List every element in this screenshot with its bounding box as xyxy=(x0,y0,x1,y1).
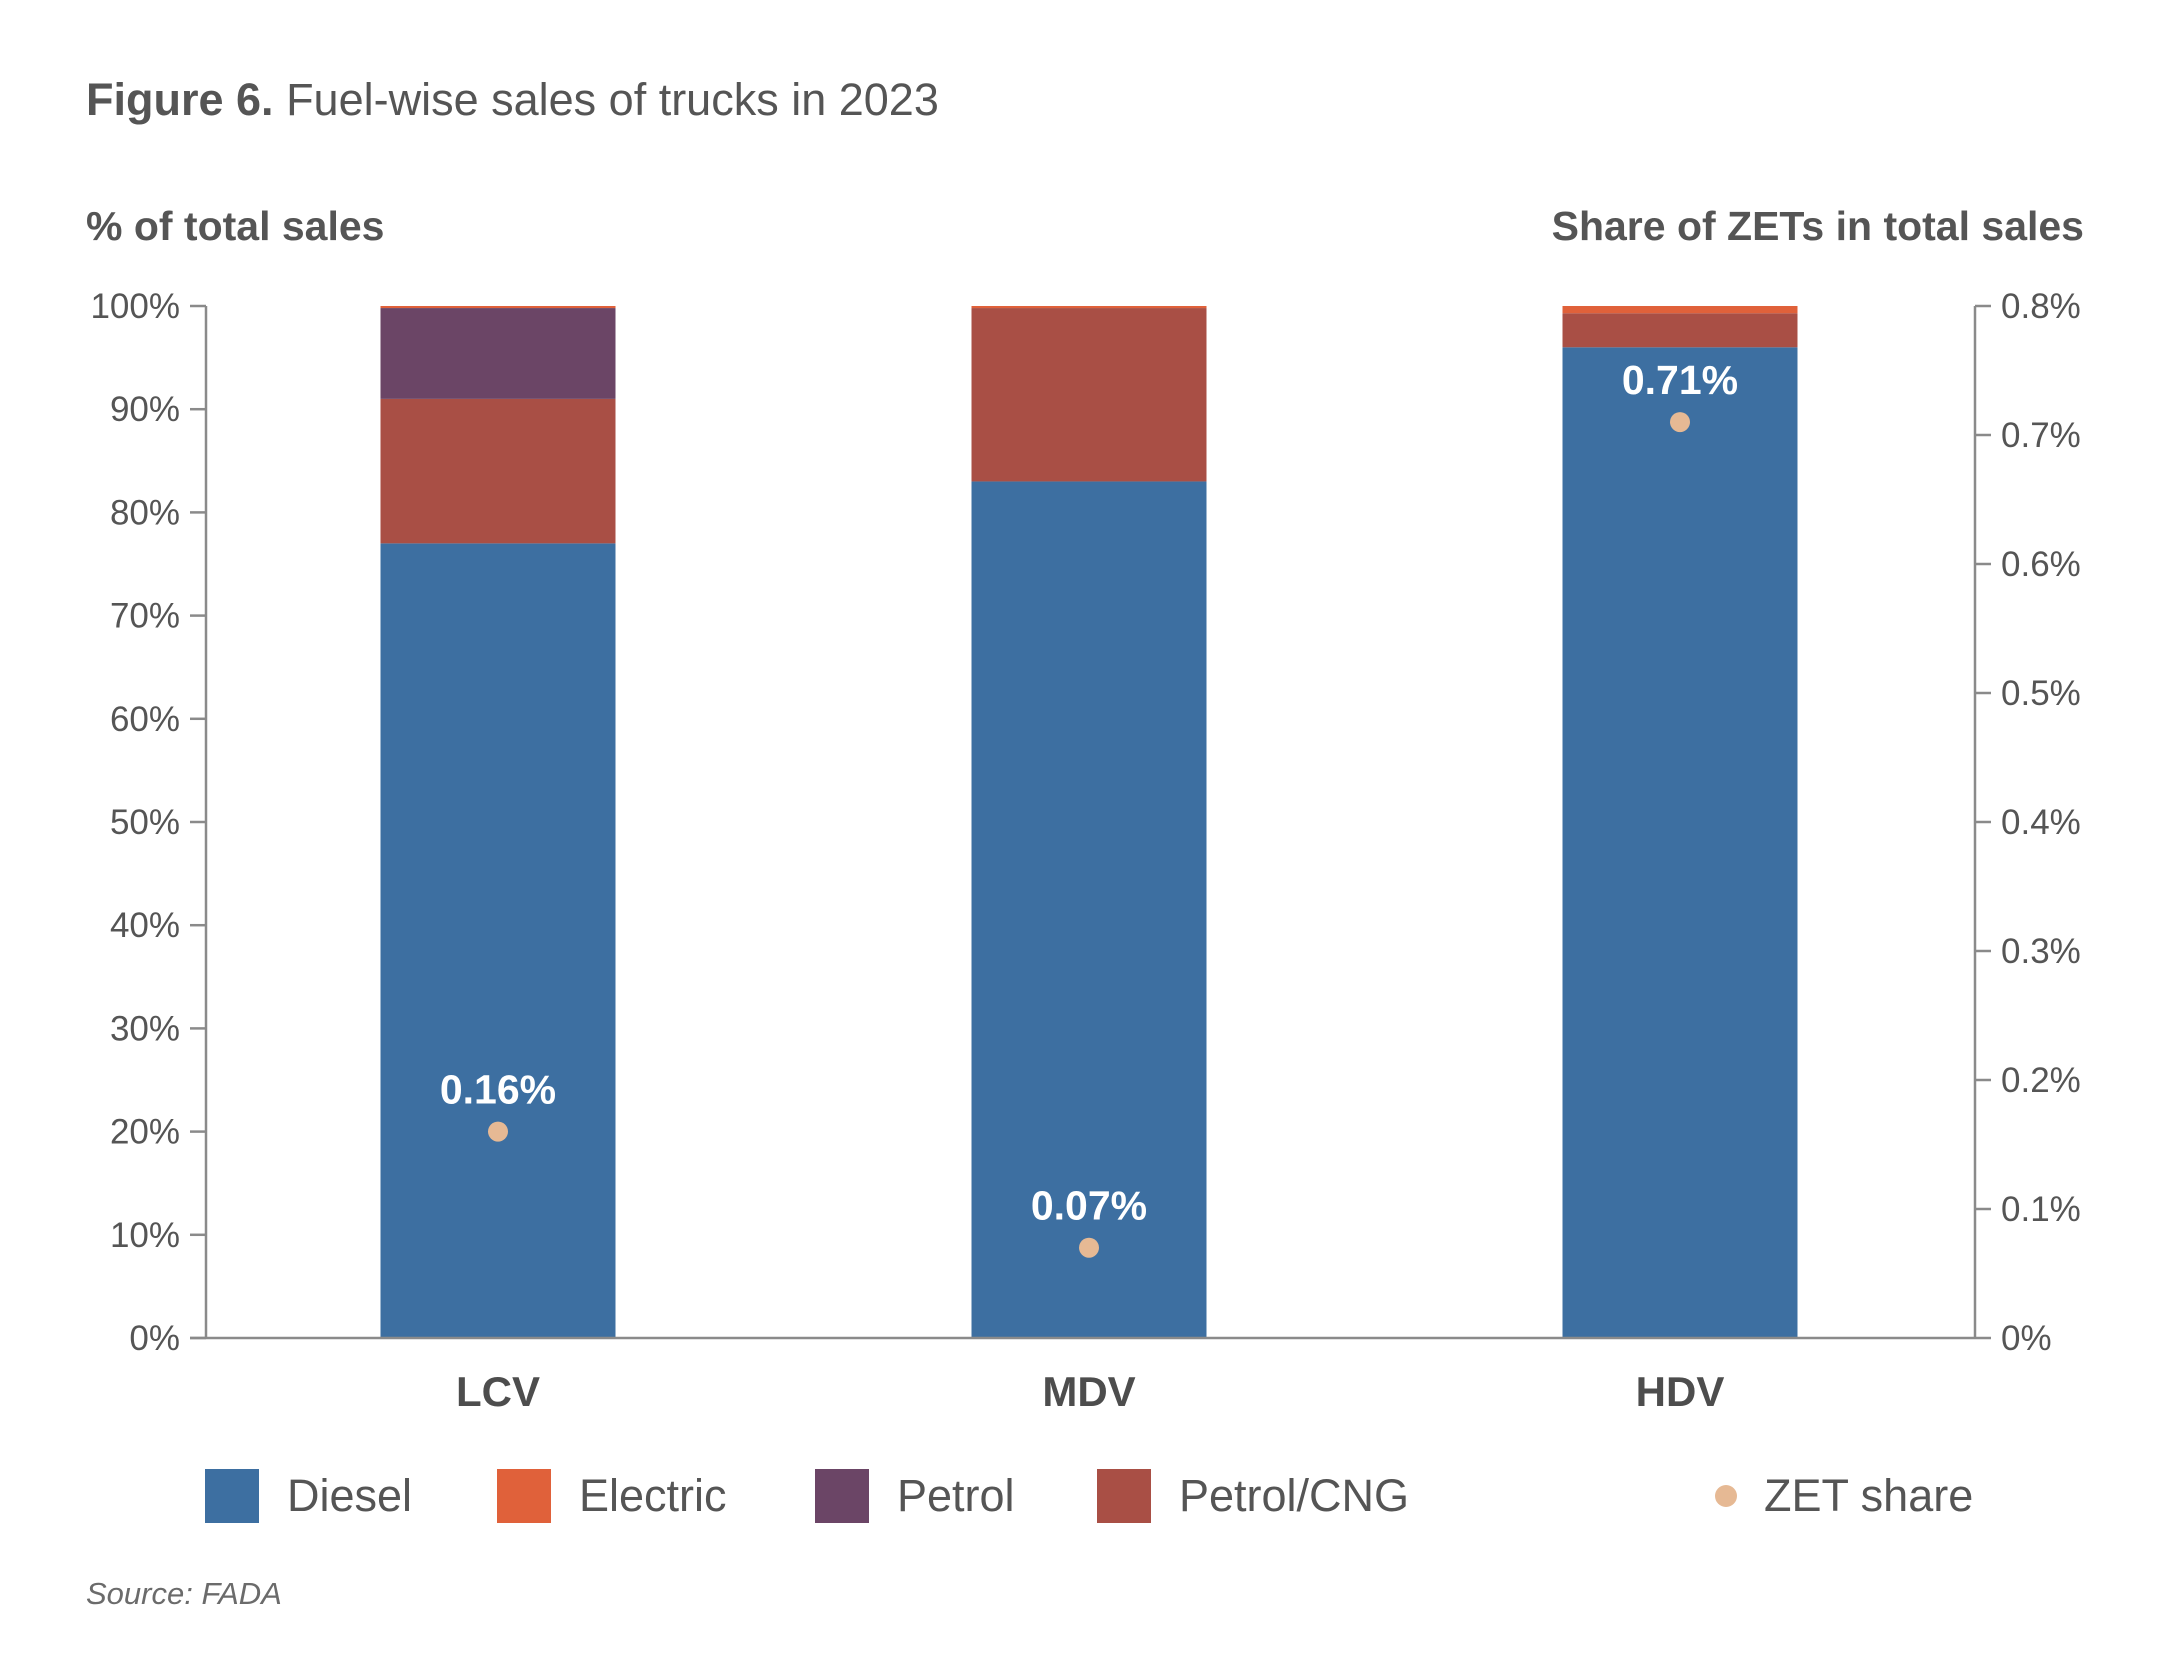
secondary-y-tick-label: 0.3% xyxy=(2001,932,2081,971)
x-tick-label: HDV xyxy=(1636,1368,1725,1415)
y-axis: 0% 10% 20% 30% 40% 50% 60% 70% 80% 90% 100% xyxy=(90,287,208,1358)
zet-share-data-label: 0.07% xyxy=(1031,1183,1147,1229)
legend-swatch-petrol-cng xyxy=(1097,1469,1151,1523)
zet-share-data-label: 0.16% xyxy=(440,1067,556,1113)
legend-label-petrol-cng: Petrol/CNG xyxy=(1179,1470,1409,1521)
y-tick-label: 80% xyxy=(110,493,180,532)
secondary-y-tick-label: 0.2% xyxy=(2001,1061,2081,1100)
y-tick-label: 70% xyxy=(110,597,180,636)
zet-share-point xyxy=(488,1121,508,1142)
secondary-y-tick-label: 0.7% xyxy=(2001,416,2081,455)
legend-swatch-petrol xyxy=(815,1469,869,1523)
legend-swatch-zet-share xyxy=(1715,1485,1737,1507)
bar-segment-diesel-lcv xyxy=(380,543,616,1338)
secondary-y-axis-title: Share of ZETs in total sales xyxy=(1552,203,2084,249)
secondary-y-tick-label: 0.4% xyxy=(2001,803,2081,842)
zet-share-points: 0.16% 0.07% 0.71% xyxy=(440,357,1738,1258)
legend-swatch-diesel xyxy=(205,1469,259,1523)
secondary-y-tick-label: 0.6% xyxy=(2001,545,2081,584)
y-tick-label: 100% xyxy=(90,287,180,326)
bar-segment-electric-hdv xyxy=(1562,306,1798,314)
figure-title-text: Fuel-wise sales of trucks in 2023 xyxy=(286,74,939,125)
legend-label-electric: Electric xyxy=(579,1470,727,1521)
y-tick-label: 90% xyxy=(110,390,180,429)
secondary-y-axis: 0% 0.1% 0.2% 0.3% 0.4% 0.5% 0.6% 0.7% 0.8% xyxy=(1973,287,2081,1358)
x-axis: LCV MDV HDV xyxy=(190,1336,1975,1415)
x-tick-label: MDV xyxy=(1042,1368,1135,1415)
secondary-y-tick-label: 0.5% xyxy=(2001,674,2081,713)
y-tick-label: 10% xyxy=(110,1216,180,1255)
legend: Diesel Electric Petrol Petrol/CNG ZET share xyxy=(205,1469,1973,1523)
bars xyxy=(380,306,1798,1338)
bar-segment-electric-lcv xyxy=(380,306,616,309)
zet-share-data-label: 0.71% xyxy=(1622,357,1738,403)
secondary-y-tick-label: 0.1% xyxy=(2001,1190,2081,1229)
y-tick-label: 30% xyxy=(110,1009,180,1048)
secondary-y-tick-label: 0% xyxy=(2001,1319,2052,1358)
bar-segment-electric-mdv xyxy=(971,306,1207,309)
zet-share-point xyxy=(1670,412,1690,433)
bar-segment-petrol-lcv xyxy=(380,308,616,399)
y-tick-label: 50% xyxy=(110,803,180,842)
bar-segment-diesel-hdv xyxy=(1562,347,1798,1338)
secondary-y-tick-label: 0.8% xyxy=(2001,287,2081,326)
bar-segment-petrol-cng-mdv xyxy=(971,308,1207,482)
x-tick-label: LCV xyxy=(456,1368,540,1415)
bar-segment-diesel-mdv xyxy=(971,481,1207,1338)
source-note: Source: FADA xyxy=(86,1576,282,1611)
y-tick-label: 40% xyxy=(110,906,180,945)
zet-share-point xyxy=(1079,1237,1099,1258)
bar-segment-petrol-cng-lcv xyxy=(380,398,616,544)
y-tick-label: 60% xyxy=(110,700,180,739)
figure-title: Figure 6. Fuel-wise sales of trucks in 2… xyxy=(86,74,939,126)
legend-label-diesel: Diesel xyxy=(287,1470,412,1521)
bar-segment-petrol-cng-hdv xyxy=(1562,313,1798,348)
y-tick-label: 20% xyxy=(110,1113,180,1152)
legend-label-zet-share: ZET share xyxy=(1764,1470,1973,1521)
legend-label-petrol: Petrol xyxy=(897,1470,1015,1521)
figure-number: Figure 6. xyxy=(86,74,274,125)
legend-swatch-electric xyxy=(497,1469,551,1523)
y-tick-label: 0% xyxy=(129,1319,180,1358)
y-axis-title: % of total sales xyxy=(86,203,384,249)
